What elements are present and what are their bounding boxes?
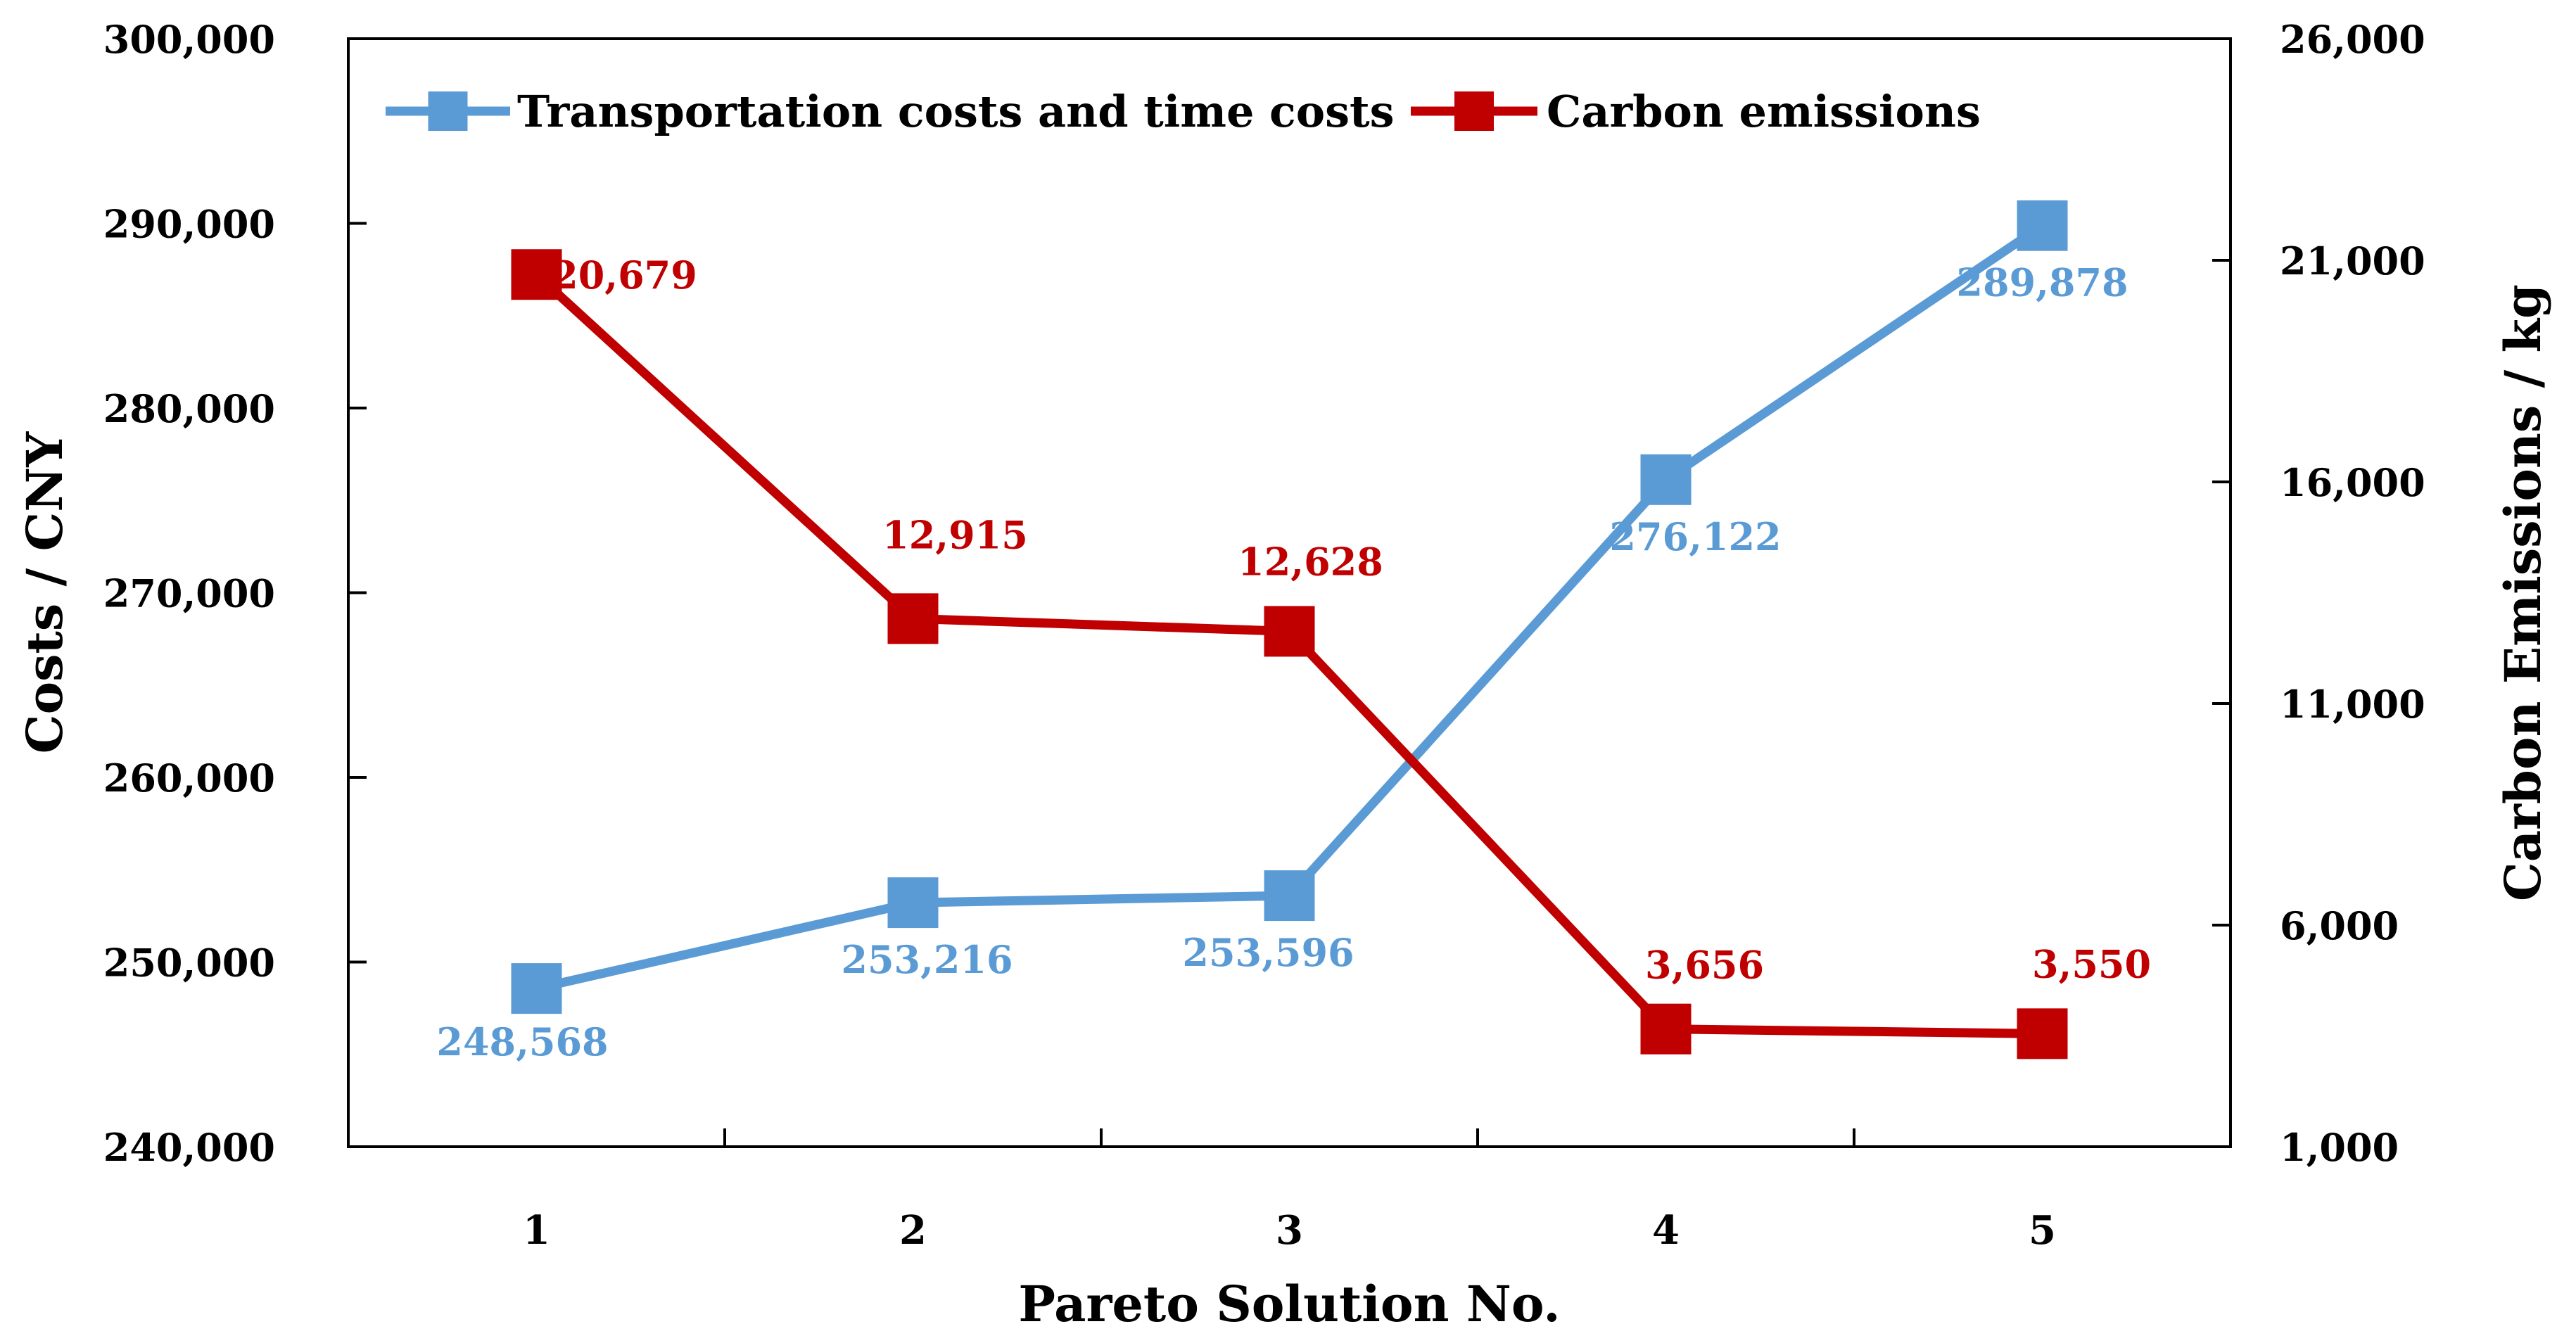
series-1-point [511,963,562,1014]
series-2-data-label: 3,550 [2032,941,2151,986]
x-axis-title: Pareto Solution No. [1018,1275,1560,1333]
x-tick-label: 1 [523,1207,550,1254]
left-y-tick-label: 280,000 [103,386,275,431]
series-2-point [1264,606,1315,657]
y-axis-title-right: Carbon Emissions / kg [2494,284,2552,901]
legend-label-1: Transportation costs and time costs [517,86,1395,137]
series-2-point [1640,1003,1692,1055]
right-y-tick-label: 11,000 [2280,682,2425,727]
series-1-data-label: 253,596 [1182,930,1354,975]
series-2-point [2017,1008,2068,1059]
series-2-data-label: 12,915 [882,512,1028,557]
legend-swatch-marker-2 [1454,91,1494,131]
right-y-tick-label: 21,000 [2280,238,2425,284]
x-tick-label: 2 [899,1207,927,1254]
series-2-data-label: 12,628 [1238,539,1383,584]
series-1-point [2017,200,2068,251]
series-1-data-label: 248,568 [436,1019,608,1064]
left-y-tick-label: 240,000 [103,1125,275,1170]
right-y-tick-label: 16,000 [2280,460,2425,505]
legend-label-2: Carbon emissions [1547,86,1981,137]
left-y-tick-label: 270,000 [103,571,275,616]
series-1-point [1264,870,1315,922]
series-2-point [511,249,562,300]
series-1-data-label: 253,216 [841,937,1013,982]
x-tick-label: 5 [2029,1207,2056,1254]
series-2-data-label: 3,656 [1645,943,1764,988]
left-y-tick-label: 300,000 [103,17,275,62]
series-1-data-label: 276,122 [1609,514,1781,559]
left-y-tick-label: 250,000 [103,941,275,986]
legend: Transportation costs and time costs Carbo… [386,86,1981,137]
right-y-tick-label: 26,000 [2280,17,2425,62]
x-tick-label: 4 [1652,1207,1680,1254]
series-1-point [1640,454,1692,505]
series-2-data-label: 20,679 [552,253,697,298]
series-1-data-label: 289,878 [1956,260,2128,305]
series-2-point [887,593,939,644]
x-tick-label: 3 [1276,1207,1303,1254]
right-y-tick-label: 6,000 [2280,903,2399,948]
left-y-tick-label: 290,000 [103,202,275,247]
right-y-tick-label: 1,000 [2280,1125,2399,1170]
legend-swatch-marker-1 [428,91,468,131]
left-y-tick-label: 260,000 [103,756,275,801]
series-1-point [887,877,939,929]
y-axis-title-left: Costs / CNY [15,431,74,754]
